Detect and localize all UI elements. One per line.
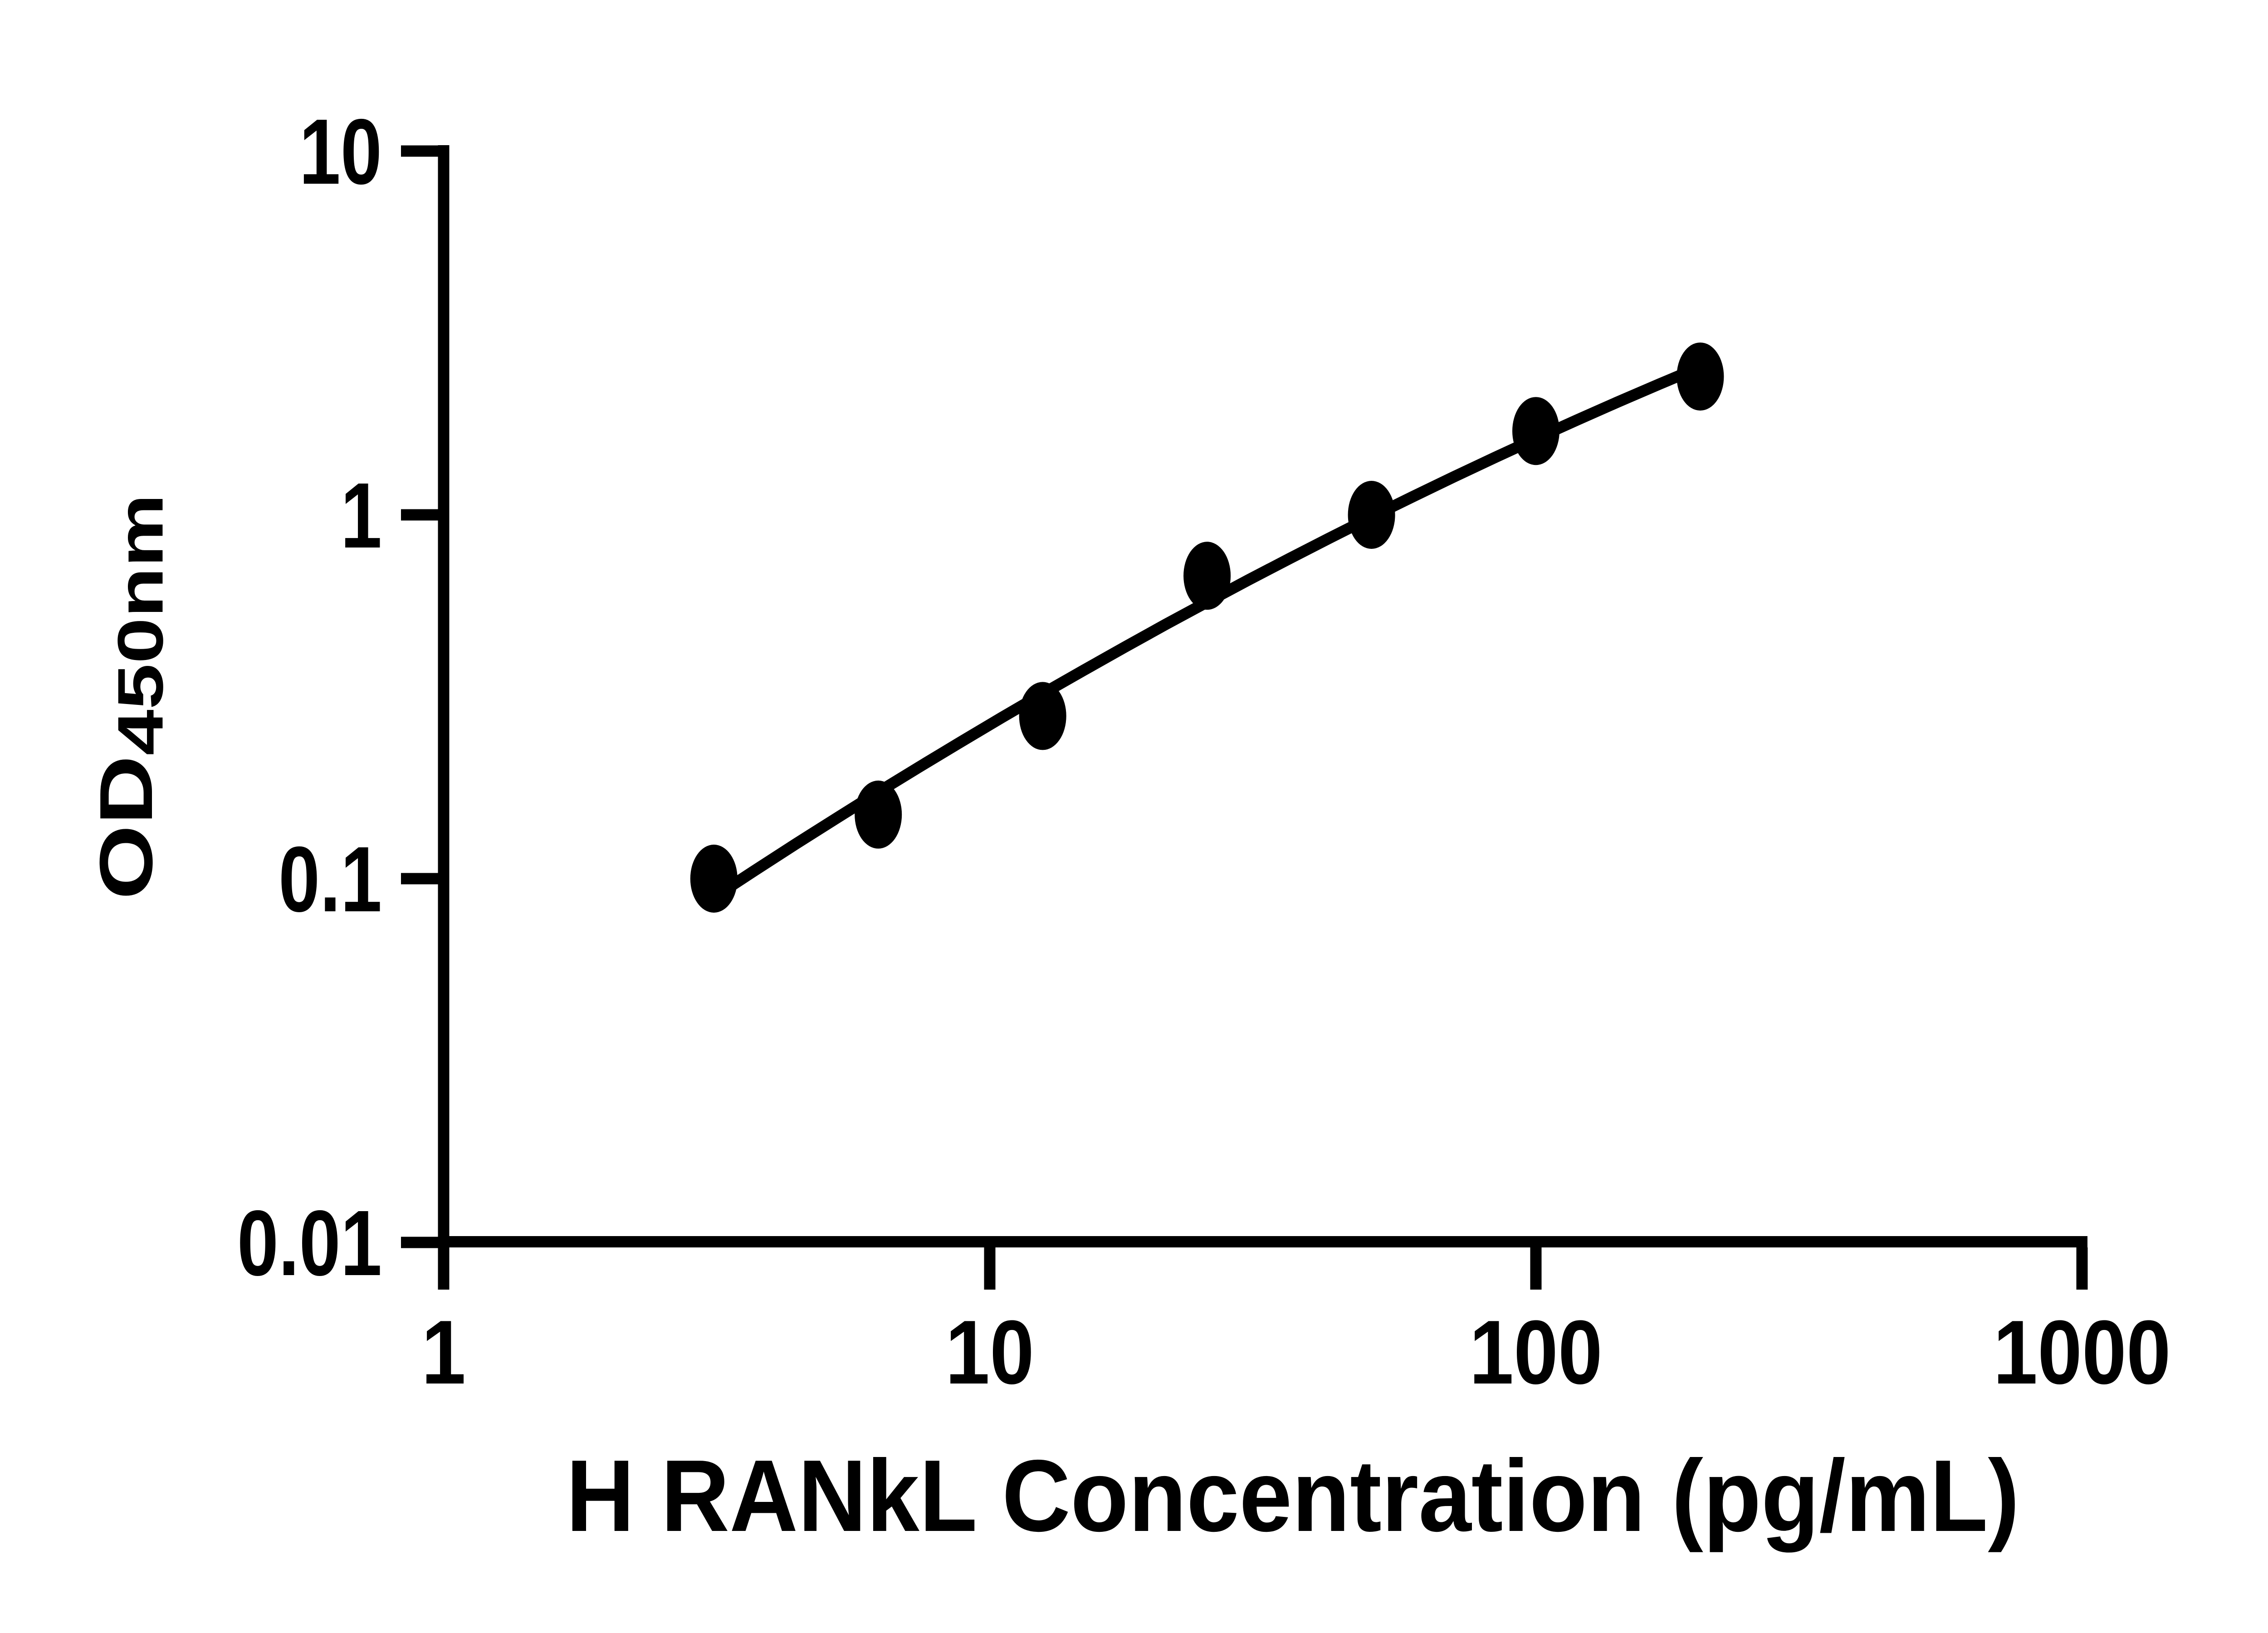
data-point bbox=[1348, 481, 1395, 549]
x-tick-label: 1 bbox=[421, 1301, 466, 1403]
x-tick-label: 100 bbox=[1469, 1301, 1603, 1403]
y-axis-title-subscript: 450nm bbox=[104, 494, 176, 756]
data-point bbox=[855, 780, 902, 849]
data-points-series bbox=[690, 342, 1724, 913]
data-point bbox=[1677, 342, 1724, 411]
x-tick-label: 10 bbox=[945, 1301, 1034, 1403]
y-tick-label: 0.1 bbox=[279, 828, 382, 932]
x-tick-label: 1000 bbox=[1993, 1301, 2171, 1403]
y-axis-title-main: OD bbox=[84, 755, 168, 900]
data-point bbox=[1183, 542, 1231, 610]
y-tick-label: 0.01 bbox=[237, 1192, 382, 1296]
data-point bbox=[1019, 682, 1066, 750]
x-axis-title: H RANkL Concentration (pg/mL) bbox=[566, 1439, 2019, 1553]
data-point bbox=[690, 845, 738, 913]
y-tick-label: 1 bbox=[341, 464, 382, 568]
y-tick-label: 10 bbox=[299, 100, 382, 204]
data-point bbox=[1512, 397, 1559, 465]
y-axis-title: OD450nm bbox=[84, 494, 176, 900]
